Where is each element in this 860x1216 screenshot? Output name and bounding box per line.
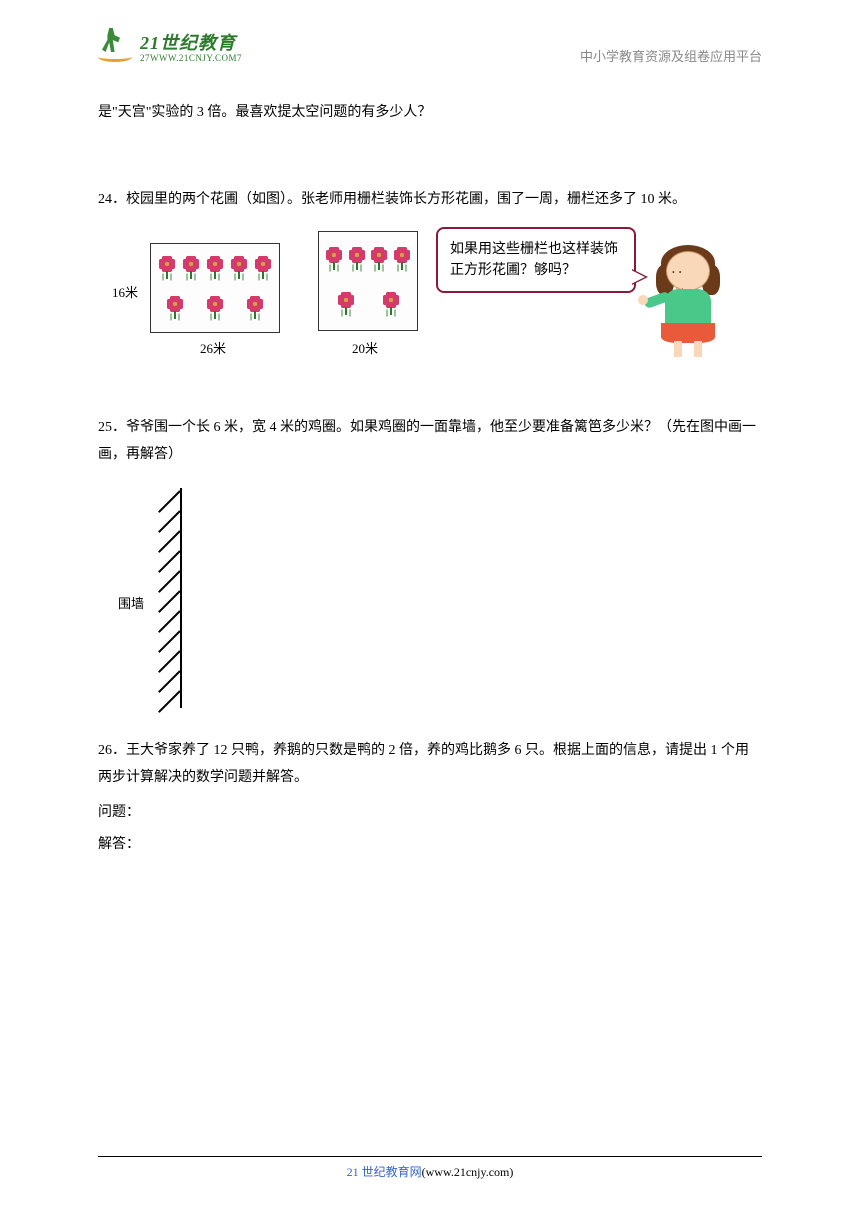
page-content: 是"天宫"实验的 3 倍。最喜欢提太空问题的有多少人？ 24．校园里的两个花圃（… <box>98 100 762 869</box>
flower-icon <box>228 256 250 280</box>
header-subtitle: 中小学教育资源及组卷应用平台 <box>580 46 762 65</box>
flower-icon <box>180 256 202 280</box>
question-24-figure: 16米 26米 20米 如果用这些栅栏也这样装饰正方形花圃？够吗？ <box>108 225 762 385</box>
flower-icon <box>204 296 226 320</box>
page-footer: 21 世纪教育网(www.21cnjy.com) <box>98 1156 762 1180</box>
dimension-label-26: 26米 <box>200 337 226 362</box>
flower-icon <box>391 247 413 271</box>
flower-icon <box>368 247 390 271</box>
flower-icon <box>156 256 178 280</box>
footer-divider <box>98 1156 762 1157</box>
footer-url: (www.21cnjy.com) <box>422 1165 514 1179</box>
question-25-text: 25．爷爷围一个长 6 米，宽 4 米的鸡圈。如果鸡圈的一面靠墙，他至少要准备篱… <box>98 415 762 468</box>
dimension-label-16: 16米 <box>112 281 138 306</box>
dimension-label-20: 20米 <box>352 337 378 362</box>
question-26-prompt-answer: 解答： <box>98 832 762 859</box>
footer-text: 21 世纪教育网(www.21cnjy.com) <box>98 1163 762 1180</box>
wall-hatching <box>150 490 180 710</box>
question-26-prompt-question: 问题： <box>98 800 762 827</box>
logo-main-text: 21世纪教育 <box>140 29 242 55</box>
square-flowerbed <box>318 231 418 331</box>
question-23-tail: 是"天宫"实验的 3 倍。最喜欢提太空问题的有多少人？ <box>98 100 762 127</box>
question-25-figure: 围墙 <box>118 488 762 718</box>
footer-brand: 21 世纪教育网 <box>347 1165 422 1179</box>
flower-icon <box>164 296 186 320</box>
flower-icon <box>380 292 402 316</box>
speech-bubble: 如果用这些栅栏也这样装饰正方形花圃？够吗？ <box>436 227 636 293</box>
teacher-character: • • ◡ <box>648 245 728 355</box>
flower-icon <box>252 256 274 280</box>
question-26-text: 26．王大爷家养了 12 只鸭，养鹅的只数是鸭的 2 倍，养的鸡比鹅多 6 只。… <box>98 738 762 791</box>
question-24-text: 24．校园里的两个花圃（如图）。张老师用栅栏装饰长方形花圃，围了一周，栅栏还多了… <box>98 187 762 214</box>
logo-icon <box>98 28 134 64</box>
flower-icon <box>204 256 226 280</box>
wall-label: 围墙 <box>118 592 144 617</box>
wall-line <box>180 488 182 708</box>
page-header: 21世纪教育 27WWW.21CNJY.COM7 中小学教育资源及组卷应用平台 <box>0 28 860 78</box>
logo-url-text: 27WWW.21CNJY.COM7 <box>140 53 242 63</box>
logo: 21世纪教育 27WWW.21CNJY.COM7 <box>98 28 242 64</box>
rectangle-flowerbed <box>150 243 280 333</box>
flower-icon <box>335 292 357 316</box>
flower-icon <box>346 247 368 271</box>
flower-icon <box>323 247 345 271</box>
flower-icon <box>244 296 266 320</box>
logo-text-group: 21世纪教育 27WWW.21CNJY.COM7 <box>140 29 242 63</box>
